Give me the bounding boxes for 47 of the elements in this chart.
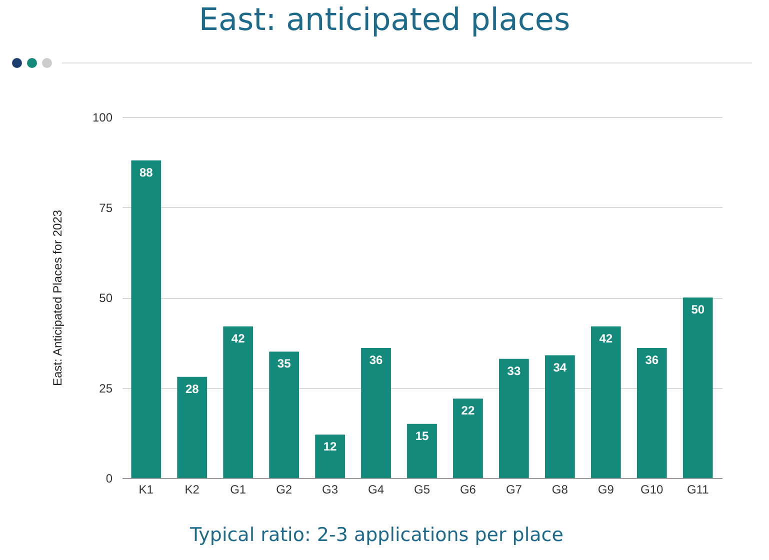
bar: [177, 376, 208, 478]
data-label: 88: [139, 165, 154, 180]
x-tick-label: G1: [230, 482, 246, 496]
data-label: 34: [553, 360, 567, 374]
bar: [590, 326, 621, 478]
bar: [499, 358, 529, 478]
bar: [315, 434, 345, 478]
bar: [269, 352, 300, 478]
y-axis-title: East: Anticipated Places for 2023: [50, 210, 64, 386]
bar: [544, 355, 575, 478]
x-tick-label: G2: [276, 482, 292, 496]
y-tick-label: 0: [106, 472, 113, 486]
bar: [407, 424, 437, 478]
x-tick-label: G5: [414, 482, 430, 496]
data-label: 42: [599, 331, 613, 346]
data-label: 50: [691, 302, 705, 316]
data-label: 12: [323, 440, 338, 454]
data-label: 28: [185, 382, 200, 396]
x-tick-label: K2: [184, 482, 200, 496]
data-label: 36: [369, 353, 384, 368]
x-tick-label: G8: [552, 482, 568, 496]
bar: [682, 298, 713, 478]
x-tick-label: G3: [322, 482, 338, 496]
x-tick-label: G11: [686, 482, 710, 496]
data-label: 36: [645, 353, 659, 368]
x-tick-label: G6: [460, 482, 476, 496]
data-label: 15: [415, 428, 429, 443]
bar: [453, 398, 483, 478]
data-label: 35: [277, 356, 292, 371]
chart-title: East: anticipated places: [198, 2, 572, 38]
data-label: 22: [461, 404, 475, 418]
bar: [361, 348, 391, 478]
y-tick-label: 100: [92, 110, 113, 124]
y-tick-label: 50: [99, 291, 113, 305]
x-tick-label: G10: [640, 482, 664, 496]
bar: [223, 326, 254, 478]
x-tick-label: G7: [506, 482, 522, 496]
text: Typical ratio: 2-3 applications per place: [190, 524, 564, 546]
bar: [636, 348, 667, 478]
bar: [131, 160, 162, 478]
x-tick-label: K1: [138, 482, 154, 496]
data-label: 33: [507, 364, 521, 378]
data-label: 42: [231, 331, 246, 346]
x-tick-label: G9: [598, 482, 614, 496]
y-tick-label: 25: [99, 381, 113, 396]
y-tick-label: 75: [99, 200, 113, 215]
x-tick-label: G4: [368, 482, 384, 496]
